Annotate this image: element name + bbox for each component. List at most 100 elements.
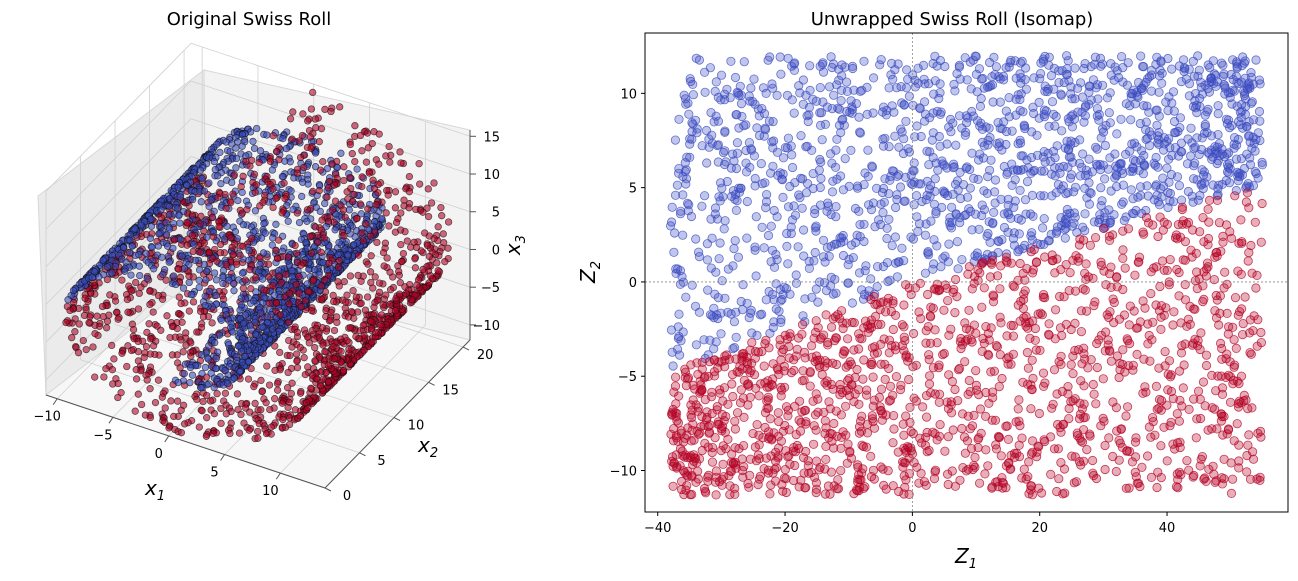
- isomap-point: [1013, 166, 1021, 174]
- isomap-point: [913, 213, 921, 221]
- isomap-point: [1048, 98, 1056, 106]
- isomap-point: [893, 172, 901, 180]
- roll-point: [347, 273, 354, 280]
- isomap-point: [856, 232, 864, 240]
- isomap-point: [730, 318, 738, 326]
- isomap-point: [1003, 170, 1011, 178]
- isomap-point: [1072, 478, 1080, 486]
- isomap-point: [991, 176, 999, 184]
- roll-point: [174, 398, 181, 405]
- roll-point: [287, 352, 294, 359]
- isomap-point: [1246, 84, 1254, 92]
- roll-point: [268, 431, 275, 438]
- roll-point: [311, 344, 318, 351]
- roll-point: [261, 220, 268, 227]
- roll-point: [138, 222, 145, 229]
- roll-point: [158, 327, 165, 334]
- isomap-point: [772, 305, 780, 313]
- isomap-point: [987, 156, 995, 164]
- isomap-point: [732, 308, 740, 316]
- roll-point: [341, 164, 348, 171]
- isomap-point: [1106, 119, 1114, 127]
- isomap-point: [1101, 209, 1109, 217]
- isomap-point: [1068, 123, 1076, 131]
- isomap-point: [1022, 85, 1030, 93]
- isomap-point: [901, 197, 909, 205]
- roll-point: [239, 210, 246, 217]
- roll-point: [293, 250, 300, 257]
- roll-point: [170, 273, 177, 280]
- roll-point: [286, 301, 293, 308]
- isomap-point: [992, 62, 1000, 70]
- roll-point: [280, 135, 287, 142]
- roll-point: [421, 230, 428, 237]
- isomap-point: [1117, 115, 1125, 123]
- roll-point: [406, 173, 413, 180]
- isomap-point: [1224, 149, 1232, 157]
- roll-point: [286, 421, 293, 428]
- isomap-point: [953, 237, 961, 245]
- isomap-point: [745, 138, 753, 146]
- isomap-point: [702, 126, 710, 134]
- roll-point: [336, 257, 343, 264]
- roll-point: [324, 194, 331, 201]
- isomap-point: [896, 183, 904, 191]
- isomap-point: [745, 313, 753, 321]
- isomap-point: [1184, 187, 1192, 195]
- isomap-point: [673, 181, 681, 189]
- roll-point: [70, 287, 77, 294]
- isomap-point: [767, 258, 775, 266]
- roll-point: [238, 295, 245, 302]
- isomap-point: [841, 154, 849, 162]
- roll-point: [440, 231, 447, 238]
- isomap-point: [714, 141, 722, 149]
- isomap-point: [683, 153, 691, 161]
- isomap-point: [1119, 181, 1127, 189]
- isomap-point: [810, 257, 818, 265]
- roll-point: [328, 108, 335, 115]
- isomap-point: [828, 104, 836, 112]
- isomap-point: [947, 203, 955, 211]
- roll-point: [198, 352, 205, 359]
- roll-point: [237, 252, 244, 259]
- roll-point: [234, 391, 241, 398]
- isomap-point: [1016, 186, 1024, 194]
- roll-point: [367, 269, 374, 276]
- roll-point: [186, 273, 193, 280]
- isomap-point: [759, 84, 767, 92]
- isomap-point: [835, 121, 843, 129]
- roll-point: [353, 215, 360, 222]
- roll-point: [191, 241, 198, 248]
- isomap-point: [1047, 230, 1055, 238]
- roll-point: [397, 279, 404, 286]
- isomap-point: [668, 203, 676, 211]
- isomap-point: [1038, 224, 1046, 232]
- roll-point: [231, 375, 238, 382]
- isomap-point: [907, 233, 915, 241]
- roll-point: [176, 212, 183, 219]
- isomap-point: [950, 80, 958, 88]
- isomap-point: [715, 255, 723, 263]
- isomap-point: [997, 195, 1005, 203]
- isomap-point: [667, 326, 675, 334]
- isomap-point: [758, 223, 766, 231]
- isomap-point: [703, 240, 711, 248]
- isomap-point: [1110, 76, 1118, 84]
- roll-point: [294, 329, 301, 336]
- isomap-point: [1217, 59, 1225, 67]
- isomap-point: [819, 98, 827, 106]
- isomap-point: [711, 290, 719, 298]
- isomap-point: [818, 136, 826, 144]
- isomap-point: [936, 142, 944, 150]
- isomap-point: [777, 70, 785, 78]
- roll-point: [215, 194, 222, 201]
- isomap-point: [1084, 171, 1092, 179]
- roll-point: [279, 400, 286, 407]
- roll-point: [319, 324, 326, 331]
- roll-point: [387, 286, 394, 293]
- isomap-point: [685, 201, 693, 209]
- isomap-point: [733, 139, 741, 147]
- roll-point: [296, 219, 303, 226]
- isomap-point: [930, 200, 938, 208]
- roll-point: [289, 268, 296, 275]
